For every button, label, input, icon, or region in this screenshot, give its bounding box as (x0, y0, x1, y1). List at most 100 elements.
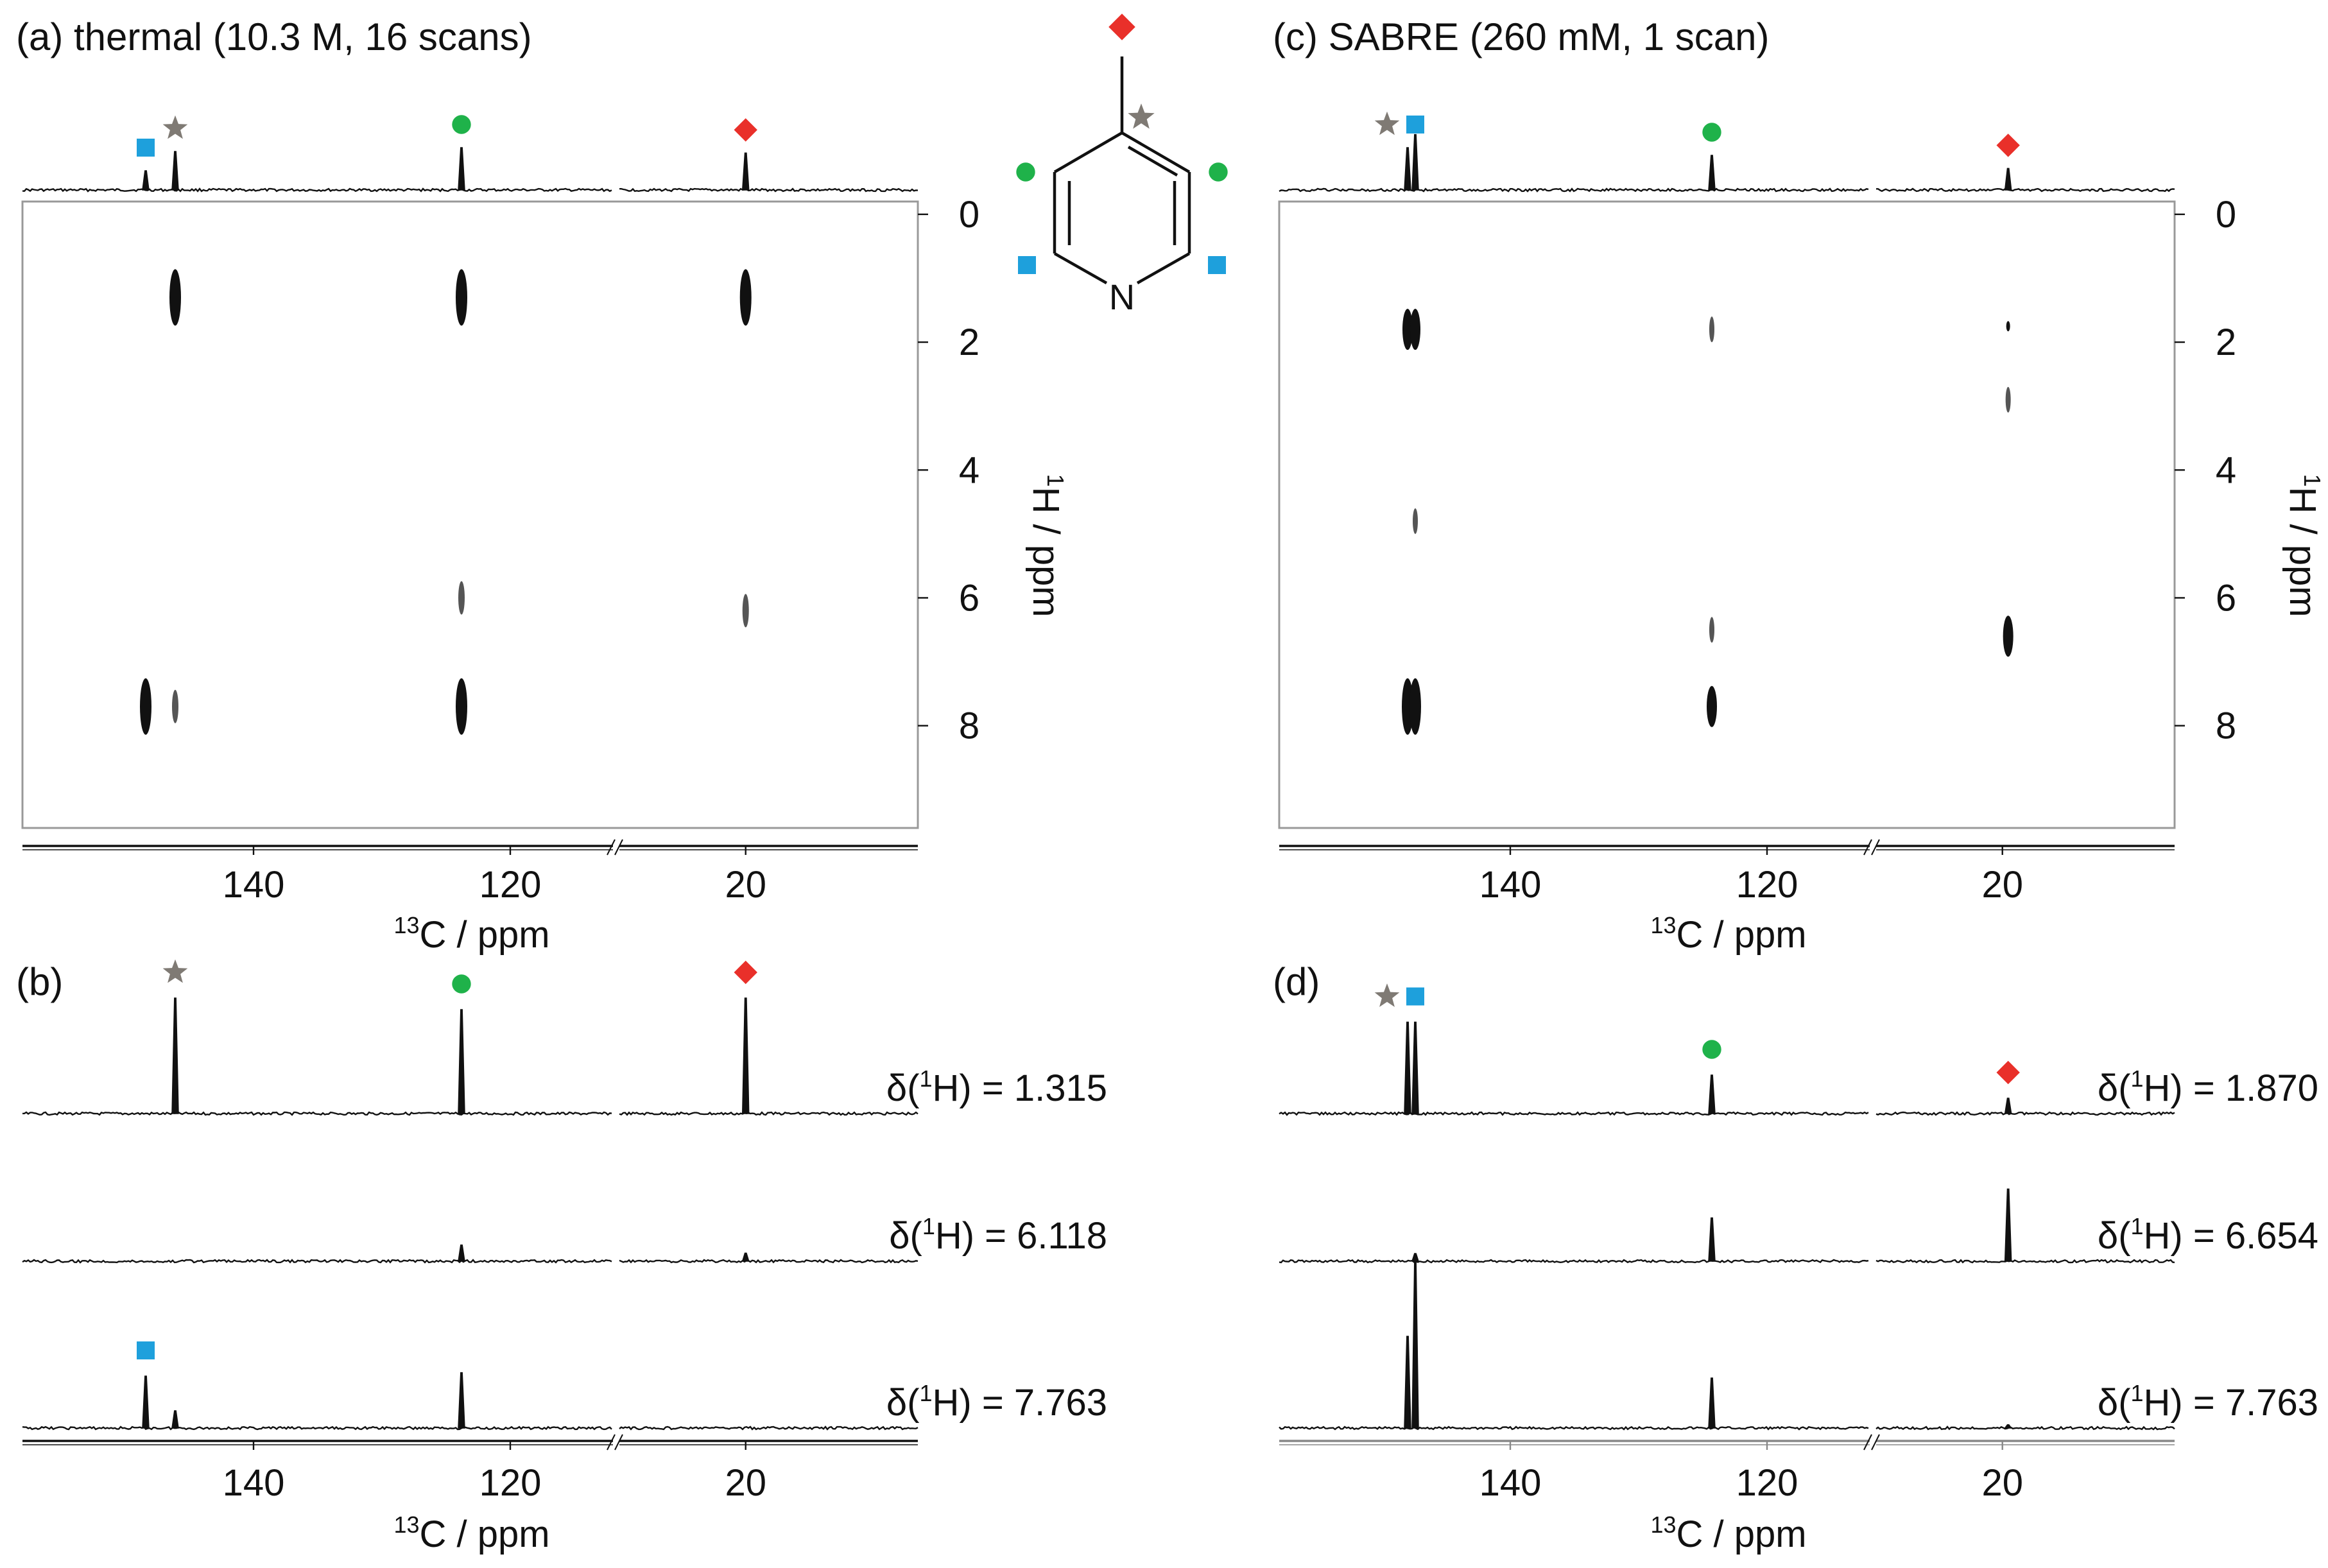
cross-peak (140, 678, 151, 735)
star-marker (1374, 983, 1400, 1007)
x-tick-label: 120 (479, 864, 542, 906)
diamond-marker (1996, 134, 2020, 157)
baseline-segment (1875, 1426, 2175, 1431)
axis-break-mark (1871, 1434, 1880, 1451)
x-axis-label: 13C / ppm (1650, 1512, 1806, 1555)
delta-prefix: δ( (889, 1215, 922, 1257)
projection-peak (458, 147, 465, 191)
baseline-segment (1876, 187, 2175, 193)
y-axis-label-sup: 1 (1042, 474, 1069, 487)
delta-value: H) = 6.118 (935, 1215, 1107, 1257)
y-tick-label: 2 (959, 322, 979, 363)
projection-peak (1708, 155, 1716, 191)
x-tick-label: 20 (725, 864, 766, 906)
baseline-segment (22, 1259, 612, 1264)
spectrum-peak (1411, 1021, 1419, 1114)
spectrum-peak (458, 1009, 465, 1114)
spectrum-peak (1708, 1377, 1716, 1429)
x-axis-label-text: C / ppm (419, 914, 549, 956)
diamond-marker (734, 960, 757, 985)
nitrogen-atom: N (1109, 277, 1135, 317)
y-tick-label: 0 (959, 194, 979, 236)
cross-peak (456, 269, 467, 326)
delta-prefix: δ( (2098, 1215, 2131, 1257)
baseline-segment (1875, 1111, 2175, 1116)
cross-peak (1413, 508, 1418, 534)
y-tick-label: 8 (959, 705, 979, 747)
baseline-segment (619, 1426, 918, 1431)
y-axis-label-text: H / ppm (1025, 487, 1067, 617)
spectrum-peak (1404, 1336, 1411, 1429)
y-tick-label: 2 (2216, 322, 2236, 363)
spectrum-peak (741, 1252, 750, 1262)
cross-peak (1402, 309, 1413, 350)
spectrum-peak (171, 997, 179, 1114)
molecule-structure: N (1016, 13, 1228, 317)
projection-peak (1411, 134, 1419, 191)
axis-break-mark (1871, 839, 1880, 856)
spectrum-peak (142, 1375, 150, 1429)
y-tick-label: 4 (959, 449, 979, 491)
delta-prefix: δ( (886, 1067, 920, 1109)
baseline-segment (1279, 1426, 1869, 1431)
delta-label: δ(1H) = 1.315 (886, 1065, 1107, 1109)
x-tick-label: 20 (725, 1462, 766, 1504)
projection-peak (171, 151, 179, 191)
x-axis-label-text: C / ppm (1676, 914, 1806, 956)
delta-prefix: δ( (2098, 1382, 2131, 1424)
x-axis-label: 13C / ppm (393, 1512, 549, 1555)
baseline-segment (1279, 1259, 1869, 1264)
cross-peak (1707, 685, 1717, 727)
delta-value: H) = 6.654 (2144, 1215, 2318, 1257)
x-tick-label: 140 (223, 1462, 285, 1504)
cross-peak (458, 581, 465, 615)
cross-peak (1709, 316, 1714, 343)
cross-peak (2003, 616, 2013, 657)
diamond-marker (1108, 13, 1135, 40)
axis-break-mark (1863, 1434, 1872, 1451)
square-marker (1406, 116, 1424, 134)
bond (1136, 252, 1191, 284)
star-marker (162, 115, 188, 139)
diamond-marker (1996, 1060, 2020, 1085)
spectrum-peak (1411, 1253, 1420, 1262)
y-axis-label: 1H / ppm (2282, 474, 2325, 617)
panel-title: (a) thermal (10.3 M, 16 scans) (16, 15, 532, 58)
axis-break-mark (607, 839, 616, 856)
square-marker (137, 139, 155, 157)
spectrum-peak (1708, 1074, 1716, 1114)
y-tick-label: 0 (2216, 194, 2236, 236)
x-tick-label: 120 (479, 1462, 542, 1504)
cross-peak (1410, 309, 1420, 350)
spectrum-peak (1411, 1261, 1419, 1429)
y-tick-label: 8 (2216, 705, 2236, 747)
delta-sup: 1 (2131, 1380, 2144, 1406)
cross-peak (1410, 678, 1421, 735)
square-marker (1018, 256, 1036, 274)
x-axis-label-sup: 13 (393, 912, 419, 938)
delta-sup: 1 (2131, 1213, 2144, 1239)
cross-peak (169, 269, 181, 326)
circle-marker (1702, 1040, 1721, 1059)
x-tick-label: 120 (1736, 1462, 1798, 1504)
projection-peak (142, 170, 150, 191)
x-tick-label: 140 (223, 864, 285, 906)
x-axis-label: 13C / ppm (1650, 912, 1806, 956)
square-marker (1208, 256, 1226, 274)
x-tick-label: 120 (1736, 864, 1798, 906)
double-bond (1127, 146, 1178, 177)
baseline-segment (1279, 1111, 1869, 1116)
delta-sup: 1 (2131, 1065, 2144, 1092)
projection-peak (1404, 147, 1411, 191)
y-axis-label: 1H / ppm (1025, 474, 1069, 617)
spectrum-peak (2004, 1098, 2012, 1114)
projection-peak (741, 152, 750, 191)
spectrum-peak (458, 1245, 465, 1262)
delta-value: H) = 1.315 (933, 1067, 1107, 1109)
bond (1121, 132, 1191, 173)
axis-break-mark (614, 839, 623, 856)
delta-sup: 1 (920, 1380, 933, 1406)
cross-peak (172, 689, 178, 723)
